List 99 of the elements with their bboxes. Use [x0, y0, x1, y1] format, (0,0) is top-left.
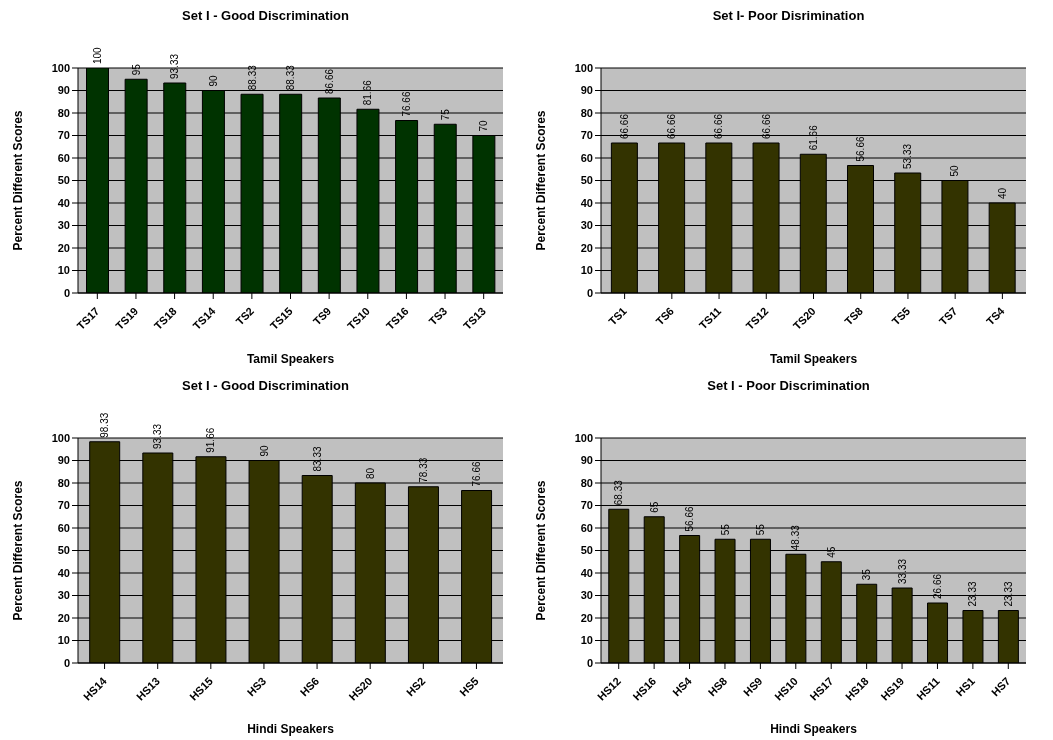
y-tick-label: 50 — [580, 544, 593, 557]
data-label: 55 — [754, 523, 766, 536]
y-tick-label: 50 — [57, 544, 70, 557]
data-label: 93.33 — [169, 53, 181, 80]
y-tick-label: 0 — [586, 656, 593, 669]
chart-title: Set I - Poor Discrimination — [706, 378, 871, 395]
data-label: 55 — [719, 523, 731, 536]
y-tick-label: 90 — [57, 84, 70, 97]
data-label: 68.33 — [613, 479, 625, 506]
data-label: 56.66 — [684, 506, 696, 532]
y-tick-label: 30 — [57, 219, 70, 232]
y-tick-label: 0 — [586, 286, 593, 299]
y-tick-label: 50 — [580, 174, 593, 187]
x-axis-title: Tamil Speakers — [246, 352, 335, 366]
chart-title: Set I - Good Discrimination — [181, 8, 350, 25]
y-tick-label: 100 — [51, 61, 70, 74]
y-tick-label: 20 — [580, 611, 593, 624]
x-tick-label: TS3 — [426, 304, 450, 328]
y-tick-label: 40 — [57, 196, 70, 209]
y-axis-title: Percent Different Scores — [11, 480, 26, 621]
data-label: 66.66 — [666, 113, 678, 140]
y-tick-label: 40 — [57, 566, 70, 579]
data-label: 88.33 — [285, 64, 297, 91]
data-label: 75 — [439, 108, 451, 121]
y-tick-label: 20 — [57, 241, 70, 254]
data-label: 95 — [130, 63, 142, 76]
data-label: 70 — [478, 119, 490, 132]
x-tick-label: TS8 — [842, 304, 865, 328]
x-axis-title: Hindi Speakers — [247, 722, 335, 736]
x-tick-label: TS1 — [606, 304, 629, 328]
y-tick-label: 80 — [57, 476, 70, 489]
y-tick-label: 30 — [57, 589, 70, 602]
y-tick-label: 30 — [580, 219, 593, 232]
data-label: 23.33 — [1002, 581, 1014, 607]
x-tick-label: TS2 — [233, 304, 257, 328]
y-tick-label: 90 — [57, 454, 70, 467]
y-tick-label: 20 — [580, 241, 593, 254]
data-label: 93.33 — [152, 423, 164, 450]
data-label: 91.66 — [205, 427, 217, 453]
y-tick-label: 50 — [57, 174, 70, 187]
data-label: 66.66 — [760, 113, 772, 140]
data-label: 48.33 — [790, 524, 802, 551]
x-tick-label: TS5 — [889, 304, 913, 328]
data-label: 90 — [258, 444, 270, 457]
y-tick-label: 80 — [580, 106, 593, 119]
y-tick-label: 0 — [63, 286, 70, 299]
y-tick-label: 10 — [580, 634, 593, 647]
y-tick-label: 60 — [580, 521, 593, 534]
y-tick-label: 100 — [51, 431, 70, 444]
y-tick-label: 20 — [57, 611, 70, 624]
y-axis-title: Percent Different Scores — [534, 110, 549, 251]
y-tick-label: 90 — [580, 84, 593, 97]
data-label: 66.66 — [618, 113, 630, 140]
y-tick-label: 70 — [57, 499, 70, 512]
x-tick-label: TS7 — [936, 304, 960, 328]
y-tick-label: 0 — [63, 656, 70, 669]
data-label: 88.33 — [246, 64, 258, 91]
data-label: 23.33 — [967, 581, 979, 607]
x-tick-label: TS4 — [983, 304, 1008, 328]
data-label: 33.33 — [896, 558, 908, 585]
data-label: 40 — [996, 187, 1008, 199]
data-label: 98.33 — [99, 412, 111, 438]
y-tick-label: 100 — [574, 61, 593, 74]
data-label: 53.33 — [902, 143, 914, 170]
data-label: 86.66 — [323, 68, 335, 95]
y-tick-label: 60 — [57, 151, 70, 164]
y-tick-label: 60 — [57, 521, 70, 534]
data-label: 35 — [861, 568, 873, 581]
data-label: 66.66 — [713, 113, 725, 140]
y-tick-label: 100 — [574, 431, 593, 444]
data-label: 76.66 — [471, 461, 483, 487]
y-tick-label: 10 — [57, 264, 70, 277]
y-tick-label: 10 — [580, 264, 593, 277]
y-tick-label: 30 — [580, 589, 593, 602]
x-tick-label: HS1 — [953, 674, 978, 699]
y-tick-label: 70 — [580, 499, 593, 512]
x-axis-title: Tamil Speakers — [769, 352, 858, 366]
x-tick-label: TS9 — [310, 304, 334, 328]
y-tick-label: 40 — [580, 196, 593, 209]
y-tick-label: 80 — [580, 476, 593, 489]
y-tick-label: 10 — [57, 634, 70, 647]
data-label: 90 — [207, 74, 219, 87]
y-axis-title: Percent Different Scores — [11, 110, 26, 251]
x-axis-title: Hindi Speakers — [770, 722, 858, 736]
y-tick-label: 60 — [580, 151, 593, 164]
y-axis-title: Percent Different Scores — [534, 480, 549, 621]
chart-title: Set I- Poor Disrimination — [711, 8, 866, 25]
data-label: 83.33 — [311, 446, 323, 472]
y-tick-label: 80 — [57, 106, 70, 119]
chart-title: Set I - Good Discrimination — [181, 378, 350, 395]
data-label: 100 — [92, 46, 103, 64]
y-tick-label: 70 — [57, 129, 70, 142]
y-tick-label: 90 — [580, 454, 593, 467]
y-tick-label: 70 — [580, 129, 593, 142]
x-tick-label: TS6 — [653, 304, 677, 328]
y-tick-label: 40 — [580, 566, 593, 579]
data-label: 80 — [364, 467, 376, 479]
data-label: 56.66 — [855, 136, 866, 162]
data-label: 50 — [949, 164, 961, 177]
